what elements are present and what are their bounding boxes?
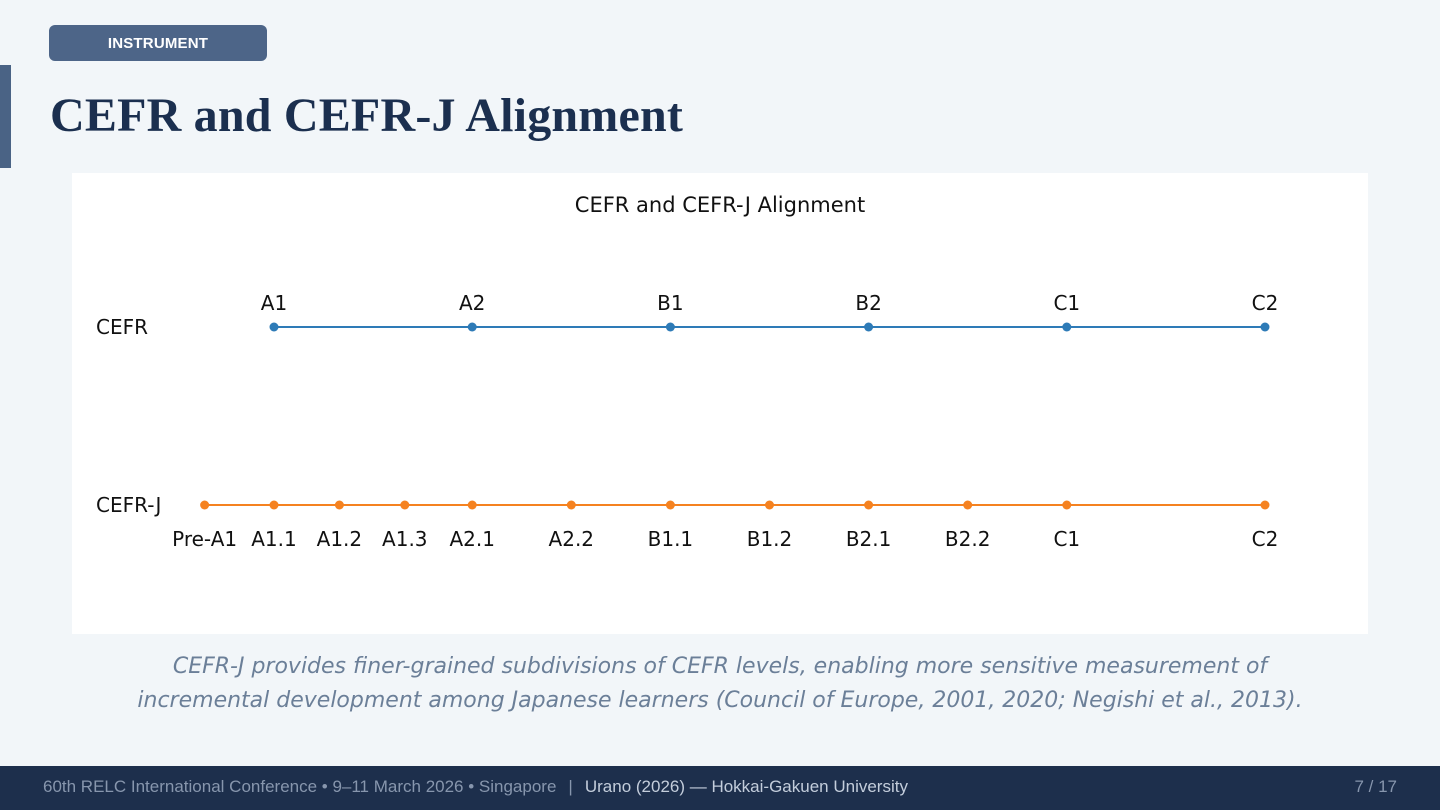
point-label-cefr-b1: B1: [657, 291, 683, 315]
point-cefr-j-c1: [1062, 500, 1072, 510]
point-cefr-a1: [269, 322, 279, 332]
point-label-cefr-a2: A2: [459, 291, 485, 315]
point-label-cefr-j-b1-1: B1.1: [648, 527, 694, 551]
point-cefr-j-a1-1: [269, 500, 279, 510]
footer: 60th RELC International Conference • 9–1…: [0, 766, 1440, 810]
point-label-cefr-j-c2: C2: [1252, 527, 1279, 551]
point-cefr-j-b1-1: [665, 500, 675, 510]
point-cefr-c1: [1062, 322, 1072, 332]
point-label-cefr-j-a1-3: A1.3: [382, 527, 428, 551]
page-number: 7 / 17: [1354, 777, 1397, 796]
point-cefr-j-a1-2: [334, 500, 344, 510]
point-cefr-j-a2-1: [467, 500, 477, 510]
caption-line-2: incremental development among Japanese l…: [137, 688, 1303, 713]
caption-line-1: CEFR-J provides finer-grained subdivisio…: [172, 654, 1268, 679]
point-cefr-j-pre-a1: [200, 500, 210, 510]
point-label-cefr-j-b1-2: B1.2: [747, 527, 793, 551]
chart-title: CEFR and CEFR-J Alignment: [575, 193, 865, 217]
point-cefr-j-a1-3: [400, 500, 410, 510]
point-label-cefr-j-c1: C1: [1053, 527, 1080, 551]
chart-caption: CEFR-J provides finer-grained subdivisio…: [60, 650, 1380, 718]
point-label-cefr-j-b2-1: B2.1: [846, 527, 892, 551]
point-cefr-j-b1-2: [765, 500, 774, 510]
point-cefr-j-b2-1: [864, 500, 874, 510]
point-cefr-c2: [1260, 322, 1270, 332]
point-label-cefr-j-a2-2: A2.2: [549, 527, 595, 551]
point-label-cefr-j-a2-1: A2.1: [449, 527, 495, 551]
point-cefr-b1: [665, 322, 675, 332]
section-tag: INSTRUMENT: [49, 25, 267, 61]
point-cefr-j-a2-2: [566, 500, 576, 510]
chart-panel: CEFR and CEFR-J Alignment CEFR A1 A2 B1 B2 C1…: [72, 173, 1368, 634]
point-label-cefr-j-pre-a1: Pre-A1: [172, 527, 237, 551]
point-label-cefr-b2: B2: [855, 291, 881, 315]
series-label-cefr: CEFR: [96, 315, 148, 339]
point-cefr-a2: [467, 322, 477, 332]
point-label-cefr-a1: A1: [261, 291, 287, 315]
point-label-cefr-c1: C1: [1053, 291, 1080, 315]
footer-conference: 60th RELC International Conference • 9–1…: [43, 777, 557, 796]
footer-author: Urano (2026) — Hokkai-Gakuen University: [584, 777, 908, 796]
series-label-cefr-j: CEFR-J: [96, 493, 161, 517]
alignment-chart: CEFR and CEFR-J Alignment CEFR A1 A2 B1 B2 C1…: [96, 193, 1279, 551]
page-title: CEFR and CEFR-J Alignment: [50, 89, 684, 142]
point-cefr-j-b2-2: [963, 500, 973, 510]
point-cefr-j-c2: [1260, 500, 1270, 510]
point-label-cefr-j-a1-2: A1.2: [317, 527, 363, 551]
accent-bar: [0, 65, 11, 168]
footer-info: 60th RELC International Conference • 9–1…: [43, 777, 908, 797]
point-label-cefr-j-b2-2: B2.2: [945, 527, 991, 551]
point-label-cefr-j-a1-1: A1.1: [251, 527, 297, 551]
point-cefr-b2: [864, 322, 874, 332]
point-label-cefr-c2: C2: [1252, 291, 1279, 315]
footer-separator: |: [568, 777, 573, 796]
